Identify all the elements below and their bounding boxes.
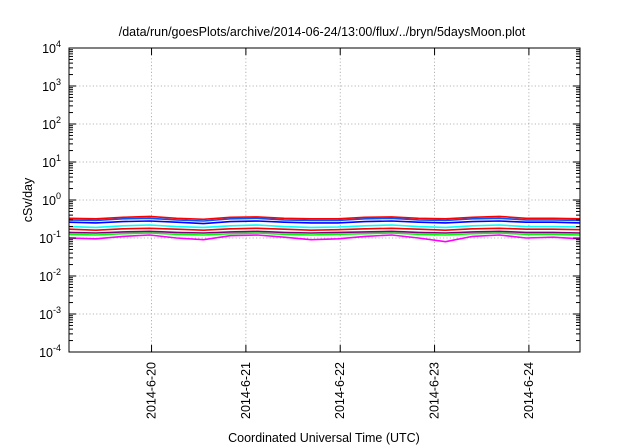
axis-ticks: 10-410-310-210-11001011021031042014-6-20… — [39, 39, 580, 419]
series-line-7 — [68, 217, 581, 222]
series-line-6 — [68, 220, 581, 225]
y-axis-label: cSv/day — [21, 177, 35, 222]
x-tick-label: 2014-6-20 — [145, 362, 159, 419]
x-tick-label: 2014-6-23 — [428, 362, 442, 419]
series-line-4 — [68, 227, 581, 231]
series-line-3 — [68, 230, 581, 234]
series-line-1 — [68, 234, 581, 243]
x-tick-label: 2014-6-21 — [239, 362, 253, 419]
series-group — [68, 215, 581, 243]
series-line-2 — [68, 232, 581, 236]
series-line-5 — [68, 224, 581, 229]
chart-title: /data/run/goesPlots/archive/2014-06-24/1… — [119, 25, 526, 39]
x-tick-label: 2014-6-22 — [333, 362, 347, 419]
x-tick-label: 2014-6-24 — [522, 362, 536, 419]
grid — [69, 48, 580, 352]
x-axis-label: Coordinated Universal Time (UTC) — [228, 431, 420, 445]
series-line-8 — [68, 215, 581, 221]
